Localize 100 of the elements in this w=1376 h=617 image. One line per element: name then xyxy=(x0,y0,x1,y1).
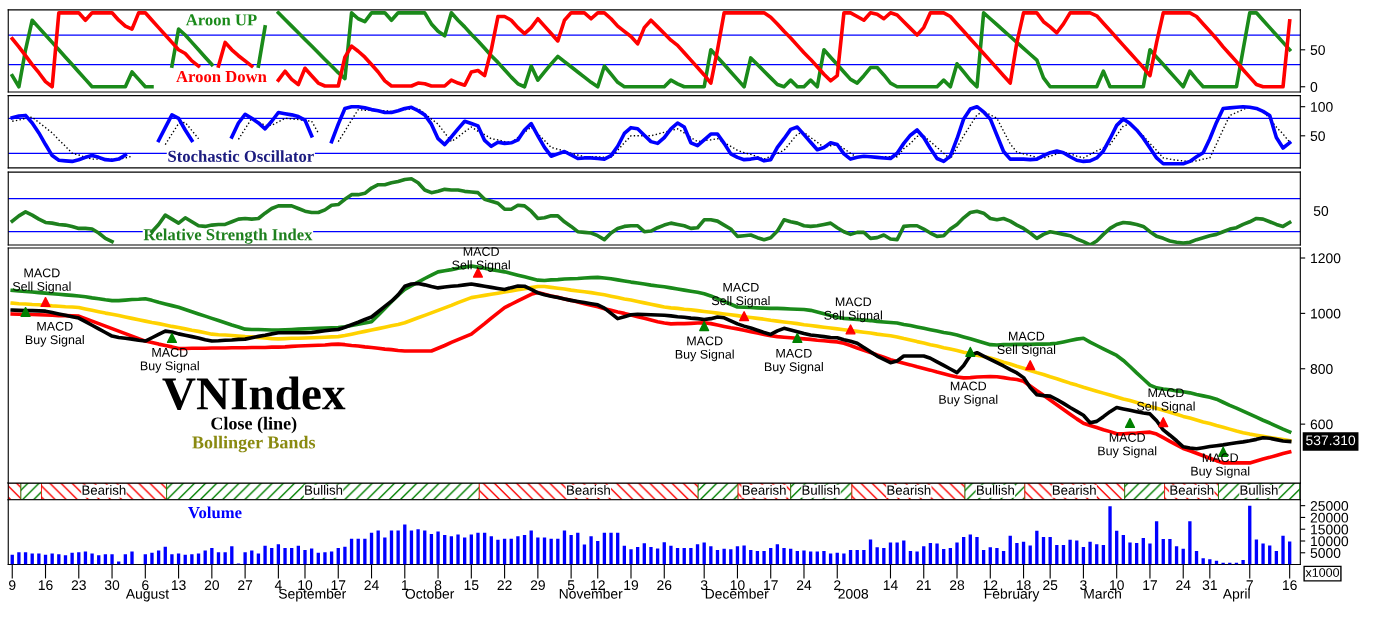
x-tick-label: 13 xyxy=(171,580,186,591)
bar xyxy=(223,552,227,565)
text: Bullish xyxy=(802,485,840,495)
bar xyxy=(303,549,307,565)
bar xyxy=(1015,543,1019,565)
point xyxy=(40,296,51,308)
bar xyxy=(436,531,440,565)
bar xyxy=(170,554,174,565)
bar xyxy=(802,550,806,565)
text: Bearish xyxy=(82,485,126,495)
annotation: MACD Buy Signal xyxy=(140,347,199,373)
bar xyxy=(456,534,460,565)
text: Bearish xyxy=(567,485,610,495)
bar xyxy=(463,537,467,565)
x-tick-label: 8 xyxy=(434,580,442,591)
series-label: Aroon UP xyxy=(185,14,257,26)
bar xyxy=(416,529,420,565)
bar xyxy=(1154,521,1159,565)
bar xyxy=(1068,539,1072,565)
text: Close (line) xyxy=(211,416,297,434)
x-tick-label: 18 xyxy=(1016,580,1031,591)
x-tick-label: 12 xyxy=(591,580,605,590)
x-tick-label: 2 xyxy=(834,580,841,590)
bar xyxy=(476,532,480,565)
bar xyxy=(117,561,121,565)
bar xyxy=(549,538,553,565)
bar xyxy=(1148,543,1152,565)
text: November xyxy=(559,588,623,599)
point xyxy=(1025,360,1036,371)
chart-title: Volume xyxy=(188,506,242,519)
bar xyxy=(915,551,919,565)
bar xyxy=(396,530,400,565)
bar xyxy=(243,552,247,565)
bar xyxy=(283,548,287,565)
bar xyxy=(1261,543,1265,565)
bar xyxy=(689,548,693,565)
y-tick-label: 50 xyxy=(1310,131,1325,141)
bar xyxy=(742,545,746,565)
x-tick-label: 16 xyxy=(1283,580,1297,591)
bar xyxy=(1288,541,1292,565)
y-tick-label: 25000 xyxy=(1310,500,1349,511)
text: December xyxy=(705,588,769,599)
bar xyxy=(842,553,846,565)
bar xyxy=(150,552,154,565)
bar xyxy=(276,544,281,565)
bar xyxy=(383,537,387,565)
annotation: MACD Buy Signal xyxy=(25,321,84,347)
text: VNIndex xyxy=(162,376,346,411)
bar xyxy=(895,542,899,565)
bar xyxy=(955,542,959,565)
bar xyxy=(210,548,214,565)
x-tick-label: 9 xyxy=(9,580,16,591)
text: August xyxy=(125,589,169,602)
bar xyxy=(1168,538,1172,565)
bar xyxy=(782,548,786,565)
x-tick-label: 17 xyxy=(764,580,778,590)
x-tick-label: 22 xyxy=(497,580,512,590)
bar xyxy=(995,548,999,565)
annotation: MACD Buy Signal xyxy=(1098,433,1157,458)
bar xyxy=(516,536,520,565)
x-tick-label: 7 xyxy=(1246,580,1253,590)
x-tick-label: 29 xyxy=(530,580,545,591)
point xyxy=(20,306,31,318)
text: October xyxy=(405,588,455,599)
bar xyxy=(1108,506,1112,565)
x-tick-label: 23 xyxy=(71,580,86,591)
annotation: MACD Buy Signal xyxy=(939,381,998,407)
bar xyxy=(1128,542,1132,565)
x-tick-label: 6 xyxy=(142,580,149,591)
bar xyxy=(669,545,673,565)
x-tick-label: 5 xyxy=(567,580,575,591)
bar xyxy=(762,550,766,565)
bar xyxy=(822,550,826,565)
x-tick-label: 16 xyxy=(38,580,53,591)
bar xyxy=(1035,530,1039,565)
text: Relative Strength Index xyxy=(143,228,313,244)
bar xyxy=(1095,544,1099,565)
x-tick-label: 19 xyxy=(624,580,639,591)
x-tick-label: 20 xyxy=(204,580,220,591)
bar xyxy=(37,553,41,565)
bar xyxy=(775,544,780,565)
series-label: Aroon Down xyxy=(176,70,267,83)
point xyxy=(792,332,803,344)
text: February xyxy=(984,588,1040,602)
point xyxy=(965,346,976,357)
text: Bullish xyxy=(1240,485,1278,495)
text: Stochastic Oscillator xyxy=(168,150,314,162)
annotation: MACD Buy Signal xyxy=(764,348,823,374)
x-tick-label: 15 xyxy=(464,580,479,591)
x-tick-label: 17 xyxy=(1143,580,1157,590)
bar xyxy=(1088,541,1092,565)
x-tick-label: 30 xyxy=(104,580,120,591)
y-tick-label: 0 xyxy=(1310,82,1318,92)
x-tick-label: 25 xyxy=(1043,580,1058,591)
bar xyxy=(496,539,500,565)
point xyxy=(845,324,856,335)
bar xyxy=(542,537,547,565)
x-tick-label: 10 xyxy=(730,580,745,591)
x-tick-label: 10 xyxy=(298,580,313,591)
bar xyxy=(935,543,939,565)
